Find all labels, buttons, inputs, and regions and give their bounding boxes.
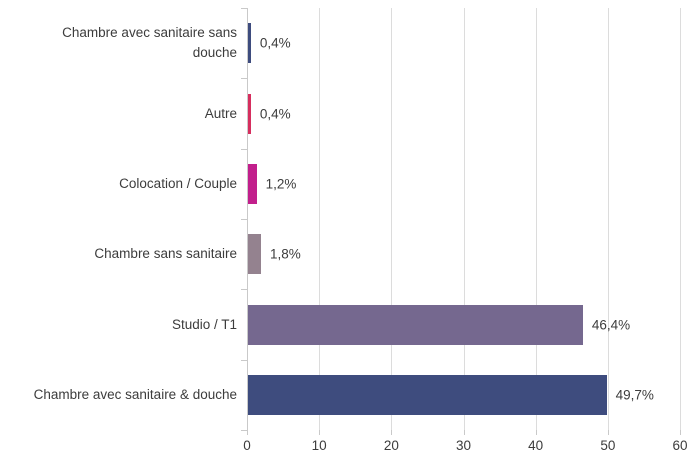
gridline: [607, 8, 609, 430]
value-label: 46,4%: [591, 317, 631, 332]
x-axis-tick-label: 60: [672, 438, 688, 453]
x-axis-tick: [680, 430, 681, 435]
y-axis-line: [247, 8, 248, 430]
gridline: [463, 8, 465, 430]
x-axis-tick: [391, 430, 393, 435]
gridline: [535, 8, 537, 430]
gridline: [680, 8, 681, 430]
y-axis-tick: [241, 430, 247, 431]
y-axis-tick: [241, 289, 247, 291]
y-axis-tick: [241, 359, 247, 361]
category-label: Chambre avec sanitaire & douche: [33, 386, 237, 402]
category-label: Studio / T1: [171, 316, 237, 332]
category-label: Chambre sans sanitaire: [94, 246, 237, 262]
category-label: Colocation / Couple: [119, 175, 237, 191]
bar: [248, 163, 257, 204]
x-axis-tick-label: 50: [600, 438, 616, 453]
gridline: [319, 8, 321, 430]
bar: [248, 304, 583, 345]
category-label: Autre: [204, 105, 237, 121]
y-axis-tick: [241, 148, 247, 150]
x-axis-tick: [535, 430, 537, 435]
value-label: 0,4%: [259, 106, 291, 121]
category-label: Chambre avec sanitaire sans douche: [62, 24, 237, 61]
gridline: [391, 8, 393, 430]
bar: [248, 374, 607, 415]
x-axis-tick-label: 40: [528, 438, 544, 453]
bar: [248, 23, 251, 64]
x-axis-tick: [247, 430, 248, 435]
x-axis-tick-label: 10: [311, 438, 327, 453]
x-axis-tick-label: 0: [243, 438, 251, 453]
y-axis-tick: [241, 78, 247, 80]
bar: [248, 93, 251, 134]
value-label: 1,8%: [269, 246, 301, 262]
x-axis-tick-label: 20: [383, 438, 399, 453]
value-label: 49,7%: [615, 387, 654, 403]
value-label: 1,2%: [265, 176, 297, 192]
x-axis-tick-label: 30: [455, 438, 472, 453]
x-axis-tick: [607, 430, 609, 435]
value-label: 0,4%: [259, 35, 291, 51]
x-axis-tick: [463, 430, 465, 435]
x-axis-tick: [319, 430, 321, 435]
bar: [248, 234, 261, 275]
y-axis-tick: [241, 219, 247, 220]
y-axis-tick: [241, 8, 247, 9]
